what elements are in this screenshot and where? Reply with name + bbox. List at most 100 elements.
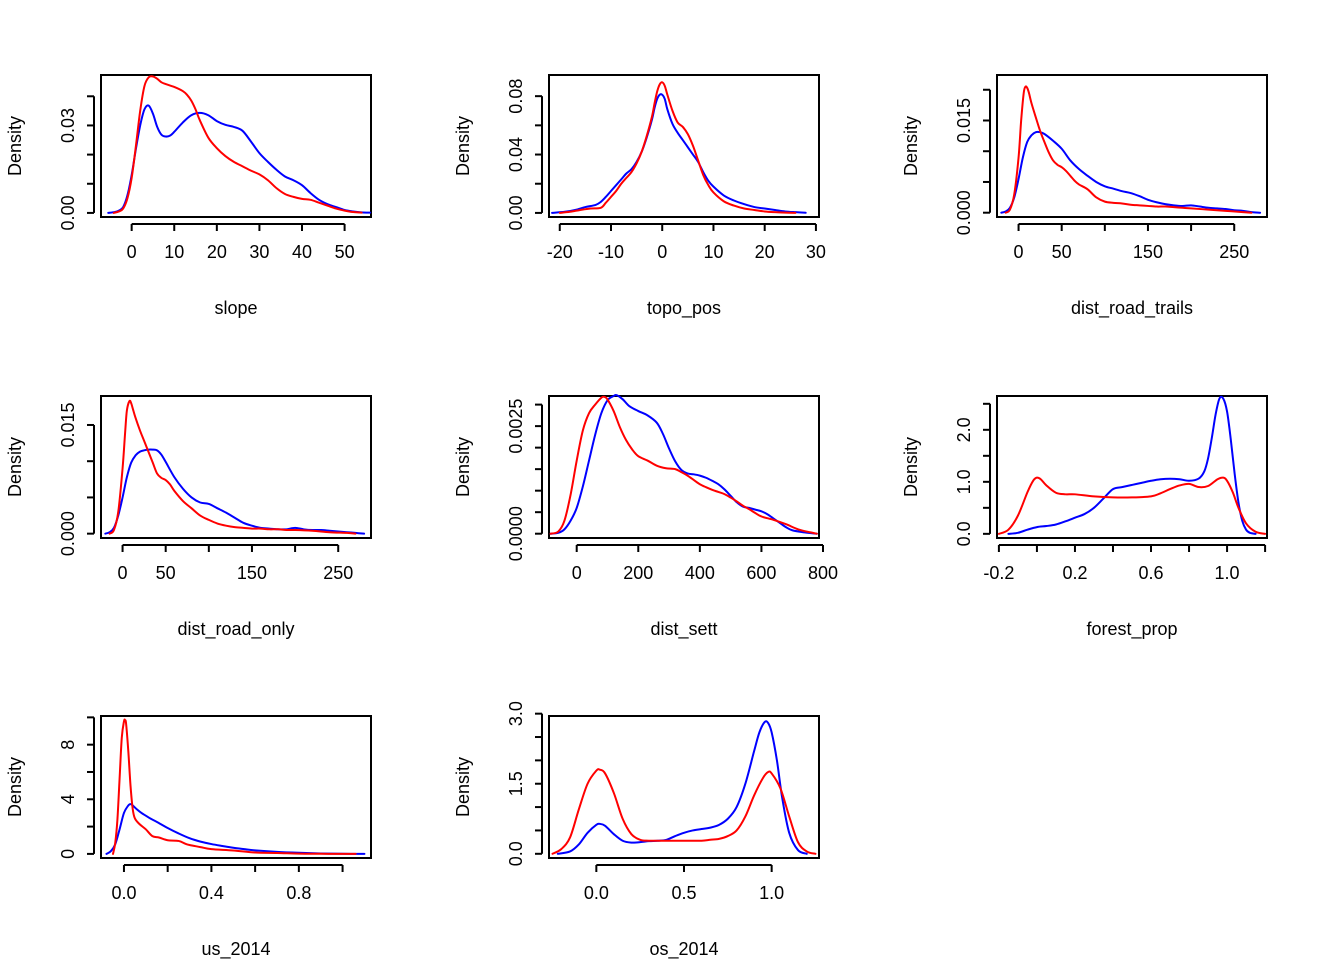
density-panel-forest-prop: -0.2 0.2 0.6 1.0 0.0 1.0 2.0 forest_prop Density (901, 395, 1268, 640)
x-tick-label: 10 (164, 242, 184, 262)
x-tick-label: 20 (207, 242, 227, 262)
x-tick-label: -10 (598, 242, 624, 262)
x-axis-title: dist_sett (650, 619, 717, 640)
y-tick-label: 0.0 (506, 841, 526, 866)
x-tick-label: 0.8 (286, 883, 311, 903)
x-tick-label: 0 (127, 242, 137, 262)
plot-frame (996, 395, 1268, 539)
x-tick-label: 50 (156, 563, 176, 583)
x-axis-title: forest_prop (1086, 619, 1177, 640)
density-curve-red (551, 768, 817, 855)
x-tick-label: 0 (1014, 242, 1024, 262)
x-tick-label: 10 (703, 242, 723, 262)
density-panel-slope: 0 10 20 30 40 50 0.00 0.03 slope Density (5, 74, 372, 318)
x-tick-label: 30 (249, 242, 269, 262)
y-tick-label: 4 (58, 794, 78, 804)
y-tick-label: 8 (58, 740, 78, 750)
x-axis-title: os_2014 (649, 939, 718, 960)
plot-frame (548, 715, 820, 859)
x-tick-label: 50 (335, 242, 355, 262)
density-curve-red (549, 395, 818, 535)
density-curve-red (1004, 85, 1253, 214)
x-tick-label: 1.0 (1215, 563, 1240, 583)
x-axis-title: us_2014 (201, 939, 270, 960)
density-curve-blue (549, 393, 818, 535)
density-panel-os-2014: 0.0 0.5 1.0 0.0 1.5 3.0 os_2014 Density (453, 701, 820, 960)
y-axis-title: Density (5, 757, 25, 817)
y-tick-label: 0.000 (954, 190, 974, 235)
y-axis-title: Density (5, 116, 25, 176)
x-tick-label: 400 (685, 563, 715, 583)
y-axis-title: Density (453, 757, 473, 817)
plot-frame (996, 74, 1268, 218)
y-tick-label: 1.0 (954, 469, 974, 494)
y-tick-label: 0.03 (58, 108, 78, 143)
density-curve-blue (104, 448, 366, 535)
y-tick-label: 0.08 (506, 79, 526, 114)
y-tick-label: 0.0 (954, 521, 974, 546)
y-tick-label: 0 (58, 849, 78, 859)
x-tick-label: 250 (1219, 242, 1249, 262)
x-tick-label: 0.0 (584, 883, 609, 903)
x-tick-label: 0 (657, 242, 667, 262)
y-axis-title: Density (901, 116, 921, 176)
y-tick-label: 0.015 (954, 98, 974, 143)
y-tick-label: 0.00 (506, 195, 526, 230)
density-curve-blue (107, 104, 372, 214)
plot-frame (548, 74, 820, 218)
plot-frame (100, 395, 372, 539)
x-tick-label: 30 (806, 242, 826, 262)
plot-frame (100, 74, 372, 218)
density-curve-blue (1000, 130, 1262, 214)
x-axis-title: slope (214, 298, 257, 318)
y-axis-title: Density (453, 116, 473, 176)
y-tick-label: 0.000 (58, 511, 78, 556)
x-tick-label: 800 (808, 563, 838, 583)
x-axis-title: dist_road_only (177, 619, 294, 640)
y-axis-title: Density (5, 437, 25, 497)
plot-frame (548, 395, 820, 539)
x-tick-label: -20 (547, 242, 573, 262)
y-tick-label: 0.00 (58, 195, 78, 230)
density-curve-blue (1007, 395, 1257, 535)
x-tick-label: 250 (323, 563, 353, 583)
density-curve-red (112, 75, 363, 214)
x-tick-label: 50 (1052, 242, 1072, 262)
x-tick-label: 600 (746, 563, 776, 583)
y-tick-label: 0.015 (58, 402, 78, 447)
density-curve-blue (551, 93, 807, 214)
x-tick-label: 20 (755, 242, 775, 262)
x-tick-label: 0 (572, 563, 582, 583)
x-tick-label: 40 (292, 242, 312, 262)
density-panel-dist-road-trails: 0 50 150 250 0.000 0.015 dist_road_trails Densi… (901, 74, 1268, 319)
x-tick-label: 0 (118, 563, 128, 583)
plot-frame (100, 715, 372, 859)
x-tick-label: 150 (1133, 242, 1163, 262)
y-tick-label: 0.0000 (506, 506, 526, 561)
y-tick-label: 0.0025 (506, 399, 526, 454)
x-tick-label: 0.4 (199, 883, 224, 903)
y-tick-label: 2.0 (954, 417, 974, 442)
density-curve-red (558, 81, 797, 214)
y-tick-label: 0.04 (506, 137, 526, 172)
x-tick-label: 0.2 (1062, 563, 1087, 583)
y-tick-label: 3.0 (506, 701, 526, 726)
x-tick-label: 0.0 (111, 883, 136, 903)
x-tick-label: 1.0 (759, 883, 784, 903)
density-curve-red (997, 476, 1267, 535)
y-axis-title: Density (901, 437, 921, 497)
density-curve-red (108, 399, 357, 535)
density-curve-red (112, 718, 357, 855)
y-axis-title: Density (453, 437, 473, 497)
x-tick-label: -0.2 (983, 563, 1014, 583)
y-tick-label: 1.5 (506, 771, 526, 796)
density-panel-dist-sett: 0 200 400 600 800 0.0000 0.0025 dist_sett Densit… (453, 393, 838, 640)
x-axis-title: topo_pos (647, 298, 721, 319)
density-panel-us-2014: 0.0 0.4 0.8 0 4 8 us_2014 Density (5, 715, 372, 960)
x-tick-label: 0.6 (1138, 563, 1163, 583)
x-tick-label: 200 (623, 563, 653, 583)
density-curve-blue (556, 720, 808, 855)
density-panel-topo-pos: -20 -10 0 10 20 30 0.00 0.04 0.08 topo_pos Density (453, 74, 826, 319)
x-tick-label: 0.5 (671, 883, 696, 903)
